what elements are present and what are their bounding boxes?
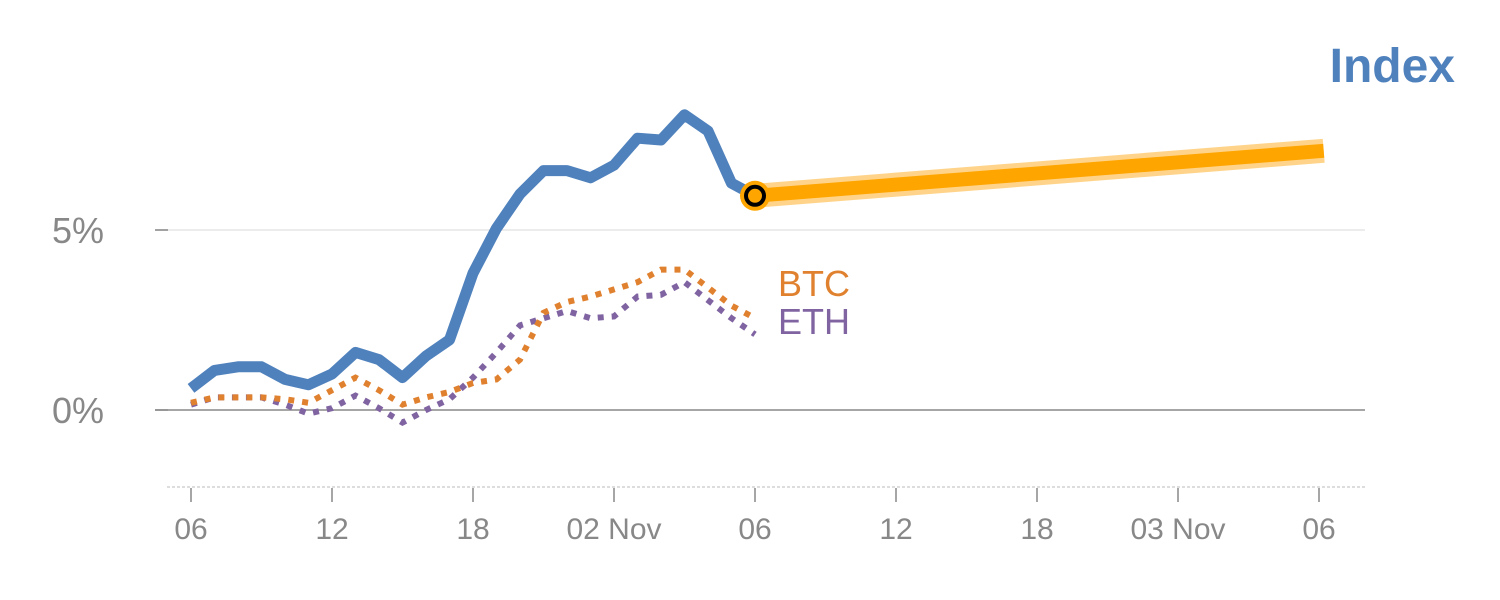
- btc-series-line: [190, 266, 757, 408]
- forecast-line: [754, 143, 1325, 203]
- index-series-line: [187, 109, 758, 393]
- x-tick-label: 18: [1020, 513, 1053, 546]
- series-label-eth: ETH: [778, 301, 850, 342]
- y-tick-label: 5%: [52, 210, 104, 251]
- x-tick-label: 12: [879, 513, 912, 546]
- current-point-marker: [744, 184, 766, 207]
- chart-title: Index: [1330, 40, 1456, 93]
- x-tick-label: 03 Nov: [1130, 513, 1225, 546]
- x-tick-label: 06: [1302, 513, 1335, 546]
- x-tick-label: 12: [315, 513, 348, 546]
- x-tick-label: 06: [738, 513, 771, 546]
- series-label-btc: BTC: [778, 263, 850, 304]
- x-tick-label: 02 Nov: [566, 513, 661, 546]
- x-tick-label: 06: [174, 513, 207, 546]
- x-tick-label: 18: [456, 513, 489, 546]
- y-tick-label: 0%: [52, 390, 104, 431]
- eth-series-line: [190, 278, 757, 427]
